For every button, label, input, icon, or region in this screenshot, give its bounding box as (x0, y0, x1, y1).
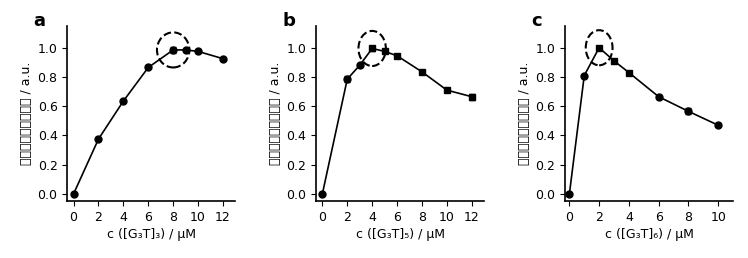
Text: a: a (34, 12, 46, 30)
X-axis label: c ([G₃T]₆) / μM: c ([G₃T]₆) / μM (604, 228, 693, 241)
X-axis label: c ([G₃T]₅) / μM: c ([G₃T]₅) / μM (356, 228, 444, 241)
X-axis label: c ([G₃T]₃) / μM: c ([G₃T]₃) / μM (107, 228, 196, 241)
Y-axis label: 归一化的荧光强度値 / a.u.: 归一化的荧光强度値 / a.u. (269, 62, 282, 165)
Text: b: b (283, 12, 295, 30)
Y-axis label: 归一化的荧光强度値 / a.u.: 归一化的荧光强度値 / a.u. (20, 62, 34, 165)
Text: c: c (531, 12, 542, 30)
Y-axis label: 归一化的荧光强度値 / a.u.: 归一化的荧光强度値 / a.u. (518, 62, 531, 165)
